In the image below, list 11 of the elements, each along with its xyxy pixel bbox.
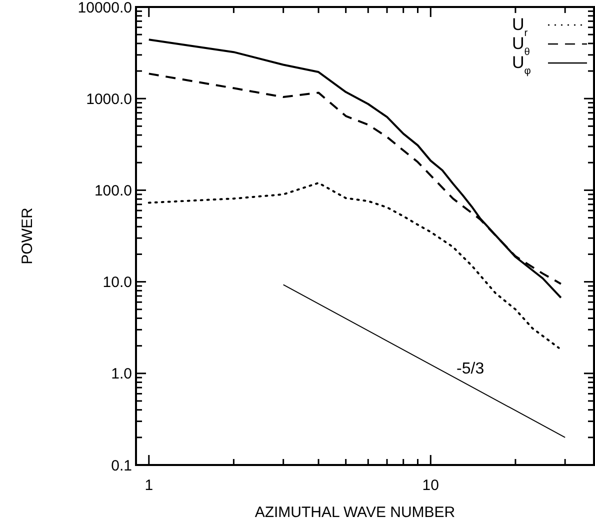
- y-tick-label: 10.0: [102, 274, 132, 292]
- y-tick-label: 10000.0: [78, 0, 132, 16]
- y-tick-label: 100.0: [94, 182, 132, 200]
- x-tick-label: 10: [422, 477, 439, 494]
- y-tick-label: 1.0: [111, 366, 132, 383]
- x-tick-label: 1: [144, 477, 154, 494]
- y-axis-title: POWER: [19, 208, 36, 264]
- y-tick-label: 0.1: [111, 457, 132, 474]
- y-tick-label: 1000.0: [86, 90, 132, 108]
- annotation: -5/3: [456, 360, 484, 378]
- x-axis-title: AZIMUTHAL WAVE NUMBER: [254, 504, 456, 521]
